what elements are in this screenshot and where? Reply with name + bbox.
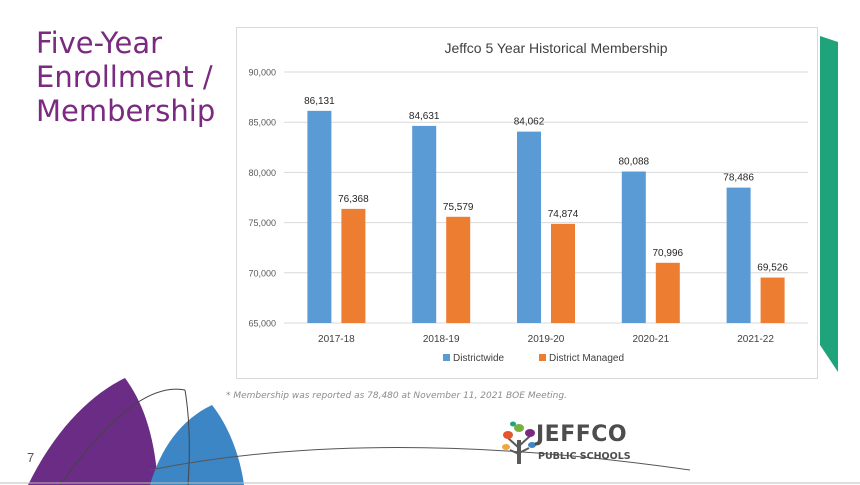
x-tick-label: 2021-22: [737, 334, 774, 345]
slide-title-line-2: Enrollment /: [36, 60, 213, 94]
data-label: 74,874: [548, 209, 579, 220]
x-tick-label: 2019-20: [528, 334, 565, 345]
bar-district-managed: [760, 277, 785, 323]
jeffco-logo: JEFFCO PUBLIC SCHOOLS: [500, 418, 640, 468]
tree-icon: [502, 421, 536, 464]
slide-title-line-3: Membership: [36, 94, 216, 128]
footnote: * Membership was reported as 78,480 at N…: [226, 391, 567, 401]
y-tick-label: 70,000: [248, 268, 276, 278]
data-label: 84,062: [514, 117, 545, 128]
bar-district-managed: [551, 223, 575, 323]
slide-title-line-1: Five-Year: [36, 26, 163, 60]
slide-number: 7: [27, 450, 35, 465]
y-tick-label: 85,000: [248, 118, 276, 128]
logo-wordmark: JEFFCO: [536, 422, 628, 447]
bar-districtwide: [307, 110, 332, 323]
bar-districtwide: [517, 131, 541, 323]
data-label: 70,996: [653, 248, 684, 259]
x-tick-label: 2018-19: [423, 334, 460, 345]
chart-title: Jeffco 5 Year Historical Membership: [444, 40, 667, 56]
y-tick-label: 80,000: [248, 168, 276, 178]
data-label: 75,579: [443, 202, 474, 213]
x-tick-label: 2017-18: [318, 334, 355, 345]
x-tick-label: 2020-21: [632, 334, 669, 345]
bar-districtwide: [412, 125, 437, 324]
legend-label: District Managed: [549, 353, 624, 364]
bar-district-managed: [655, 262, 680, 323]
bar-districtwide: [726, 187, 751, 323]
bar-district-managed: [341, 208, 366, 323]
legend-label: Districtwide: [453, 353, 505, 364]
data-label: 86,131: [304, 96, 335, 107]
logo-subtitle: PUBLIC SCHOOLS: [538, 451, 631, 462]
chart-frame: Jeffco 5 Year Historical Membership 65,00…: [236, 27, 818, 379]
y-tick-label: 65,000: [248, 319, 276, 329]
legend-swatch: [443, 354, 450, 361]
data-label: 84,631: [409, 111, 440, 122]
data-label: 69,526: [757, 263, 788, 274]
bar-districtwide: [621, 171, 646, 323]
membership-bar-chart: Jeffco 5 Year Historical Membership 65,00…: [248, 40, 808, 364]
data-label: 78,486: [723, 173, 754, 184]
data-label: 80,088: [619, 157, 650, 168]
y-tick-label: 75,000: [248, 218, 276, 228]
bar-district-managed: [446, 216, 471, 323]
slide-title: Five-Year Enrollment / Membership: [36, 26, 236, 128]
y-tick-label: 90,000: [248, 68, 276, 78]
legend-swatch: [539, 354, 546, 361]
data-label: 76,368: [338, 194, 369, 205]
